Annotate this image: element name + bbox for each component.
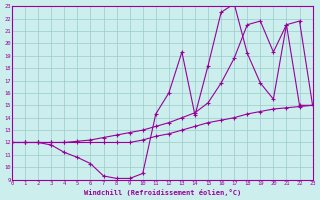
X-axis label: Windchill (Refroidissement éolien,°C): Windchill (Refroidissement éolien,°C) <box>84 189 241 196</box>
